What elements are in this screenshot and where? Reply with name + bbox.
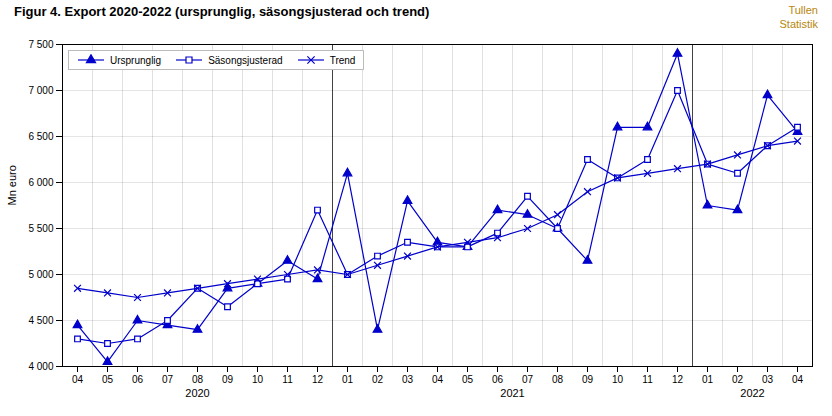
svg-text:05: 05 — [462, 374, 474, 385]
svg-text:02: 02 — [372, 374, 384, 385]
html-text:Tullen: Tullen — [788, 4, 818, 16]
svg-text:08: 08 — [552, 374, 564, 385]
svg-text:10: 10 — [252, 374, 264, 385]
svg-text:12: 12 — [312, 374, 324, 385]
html-text:Säsongsjusterad: Säsongsjusterad — [208, 54, 283, 66]
svg-text:2022: 2022 — [740, 387, 764, 399]
svg-text:7 500: 7 500 — [28, 39, 53, 50]
svg-text:5 000: 5 000 — [28, 269, 53, 280]
svg-text:05: 05 — [102, 374, 114, 385]
svg-text:03: 03 — [402, 374, 414, 385]
html-text:Statistik: Statistik — [779, 17, 818, 30]
svg-text:2020: 2020 — [185, 387, 209, 399]
svg-text:01: 01 — [342, 374, 354, 385]
svg-text:7 000: 7 000 — [28, 85, 53, 96]
html-text:Trend: Trend — [329, 54, 356, 66]
svg-text:09: 09 — [222, 374, 234, 385]
svg-text:01: 01 — [702, 374, 714, 385]
html-text:Ursprunglig: Ursprunglig — [110, 54, 162, 66]
svg-text:11: 11 — [642, 374, 653, 385]
svg-text:07: 07 — [162, 374, 174, 385]
svg-text:04: 04 — [792, 374, 804, 385]
svg-text:06: 06 — [492, 374, 504, 385]
svg-text:04: 04 — [432, 374, 444, 385]
html-text:Figur 4. Export 2020-2022 (urs: Figur 4. Export 2020-2022 (ursprunglig, … — [14, 4, 430, 19]
svg-text:2021: 2021 — [500, 387, 524, 399]
svg-text:4 000: 4 000 — [28, 361, 53, 372]
svg-text:12: 12 — [672, 374, 684, 385]
svg-text:06: 06 — [132, 374, 144, 385]
svg-text:02: 02 — [732, 374, 744, 385]
svg-text:07: 07 — [522, 374, 534, 385]
svg-text:5 500: 5 500 — [28, 223, 53, 234]
svg-text:04: 04 — [72, 374, 84, 385]
svg-text:09: 09 — [582, 374, 594, 385]
svg-text:11: 11 — [282, 374, 293, 385]
svg-text:4 500: 4 500 — [28, 315, 53, 326]
svg-text:08: 08 — [192, 374, 204, 385]
svg-text:03: 03 — [762, 374, 774, 385]
svg-text:10: 10 — [612, 374, 624, 385]
svg-text:6 000: 6 000 — [28, 177, 53, 188]
svg-text:6 500: 6 500 — [28, 131, 53, 142]
svg-text:Mn euro: Mn euro — [6, 165, 18, 205]
